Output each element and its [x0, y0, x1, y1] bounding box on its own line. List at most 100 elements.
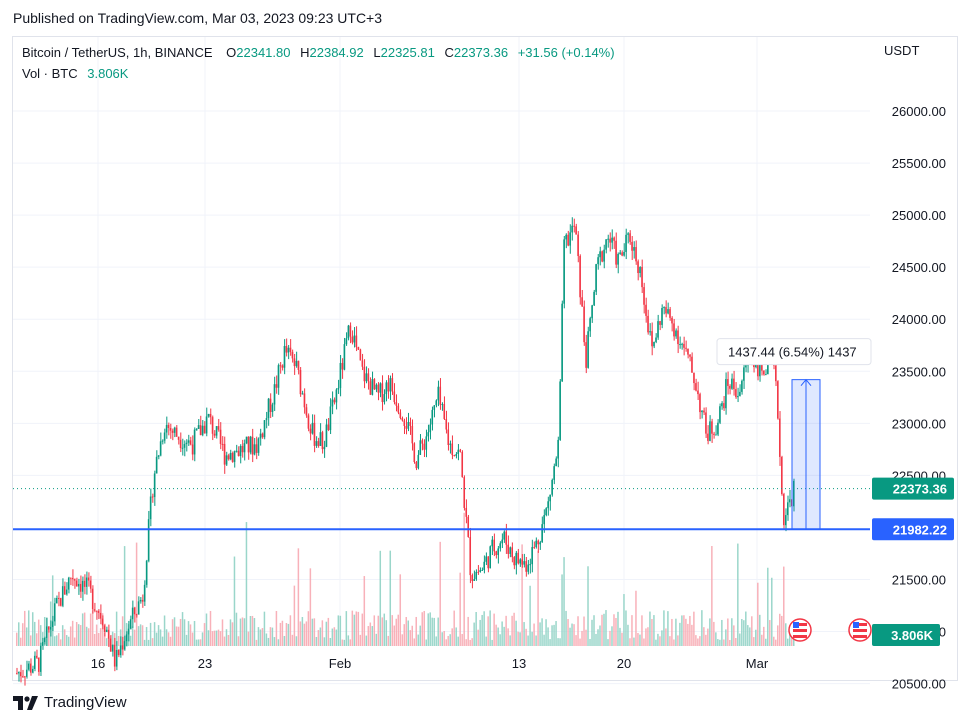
candle-body	[287, 347, 290, 353]
candle-body	[711, 421, 713, 434]
volume-bar	[61, 625, 64, 646]
volume-bar	[31, 612, 34, 646]
candle-body	[371, 379, 374, 395]
candle-body	[599, 251, 601, 258]
volume-bar	[151, 638, 154, 646]
candle-body	[281, 365, 284, 368]
volume-bar	[175, 626, 178, 646]
volume-bar	[475, 612, 477, 646]
candle-body	[573, 225, 575, 227]
candle-body	[695, 383, 697, 391]
volume-bar	[53, 636, 56, 646]
volume-bar	[217, 629, 220, 646]
change-value: +31.56 (+0.14%)	[517, 45, 615, 60]
volume-bar	[227, 634, 230, 646]
volume-bar	[37, 619, 40, 646]
volume-bar	[691, 624, 693, 646]
volume-bar	[715, 632, 717, 646]
volume-bar	[775, 639, 777, 646]
candle-body	[41, 642, 44, 646]
flag-stripe-icon	[853, 635, 867, 638]
candle-body	[463, 477, 466, 508]
candle-body	[361, 360, 364, 367]
candle-body	[421, 440, 424, 444]
volume-bar	[43, 617, 46, 646]
candle-body	[521, 559, 523, 565]
candle-body	[251, 436, 254, 455]
candle-body	[671, 317, 673, 324]
volume-bar	[221, 619, 224, 646]
volume-bar	[731, 618, 733, 646]
volume-bar	[747, 625, 749, 646]
volume-bar	[337, 615, 340, 646]
volume-bar	[433, 617, 435, 646]
candle-body	[187, 440, 190, 443]
volume-bar	[325, 621, 328, 646]
candle-body	[587, 331, 589, 368]
candle-body	[625, 234, 627, 252]
volume-bar	[231, 622, 234, 646]
volume-bar	[379, 550, 382, 646]
candle-body	[623, 251, 625, 256]
y-tick-label: 24000.00	[892, 312, 946, 327]
volume-bar	[259, 629, 262, 646]
last-price-tag: 22373.36	[872, 477, 954, 500]
volume-bar	[129, 635, 132, 646]
volume-bar	[753, 637, 755, 646]
candle-body	[705, 412, 707, 434]
volume-bar	[137, 626, 140, 646]
volume-bar	[349, 639, 352, 646]
symbol-name[interactable]: Bitcoin / TetherUS, 1h, BINANCE	[22, 45, 213, 60]
candle-body	[271, 404, 274, 413]
volume-bar	[645, 628, 647, 646]
volume-label[interactable]: Vol · BTC	[22, 66, 78, 81]
candle-body	[111, 644, 114, 652]
volume-bar	[711, 546, 713, 646]
candle-body	[207, 413, 210, 417]
line-price-tag-bg	[872, 518, 954, 541]
tradingview-logo-icon	[13, 695, 38, 710]
volume-bar	[485, 636, 487, 646]
candle-body	[383, 394, 386, 403]
volume-bar	[577, 616, 579, 646]
volume-bar	[523, 622, 525, 646]
candle-body	[445, 418, 448, 430]
candle-body	[655, 337, 657, 342]
volume-bar	[321, 620, 324, 646]
candle-body	[123, 641, 126, 650]
volume-bar	[317, 630, 320, 646]
volume-bar	[311, 618, 314, 646]
candle-body	[643, 287, 645, 305]
volume-bar	[427, 613, 429, 646]
x-tick-label: 13	[512, 656, 526, 671]
candle-body	[351, 336, 354, 343]
candle-body	[325, 424, 328, 447]
volume-bar	[207, 630, 210, 646]
volume-bar	[675, 618, 677, 646]
chart-frame[interactable]	[12, 36, 958, 681]
volume-bar	[83, 612, 86, 646]
candle-body	[727, 379, 729, 386]
volume-bar	[503, 626, 505, 646]
footer-logo[interactable]: TradingView	[13, 694, 127, 711]
candle-body	[651, 331, 653, 347]
volume-bar	[769, 620, 771, 646]
volume-bar	[435, 636, 437, 646]
volume-bar	[263, 611, 266, 646]
candle-body	[409, 421, 412, 427]
candle-body	[161, 440, 164, 442]
candle-body	[465, 507, 468, 517]
volume-bar	[25, 627, 28, 646]
candle-body	[691, 356, 693, 373]
volume-bar	[709, 618, 711, 646]
volume-bar	[551, 625, 553, 646]
candle-body	[57, 597, 60, 599]
candle-body	[555, 458, 557, 467]
candle-body	[697, 390, 699, 395]
candle-body	[483, 561, 485, 570]
volume-bar	[531, 631, 533, 646]
candle-body	[193, 429, 196, 455]
candle-body	[417, 454, 420, 469]
candle-body	[173, 427, 176, 433]
